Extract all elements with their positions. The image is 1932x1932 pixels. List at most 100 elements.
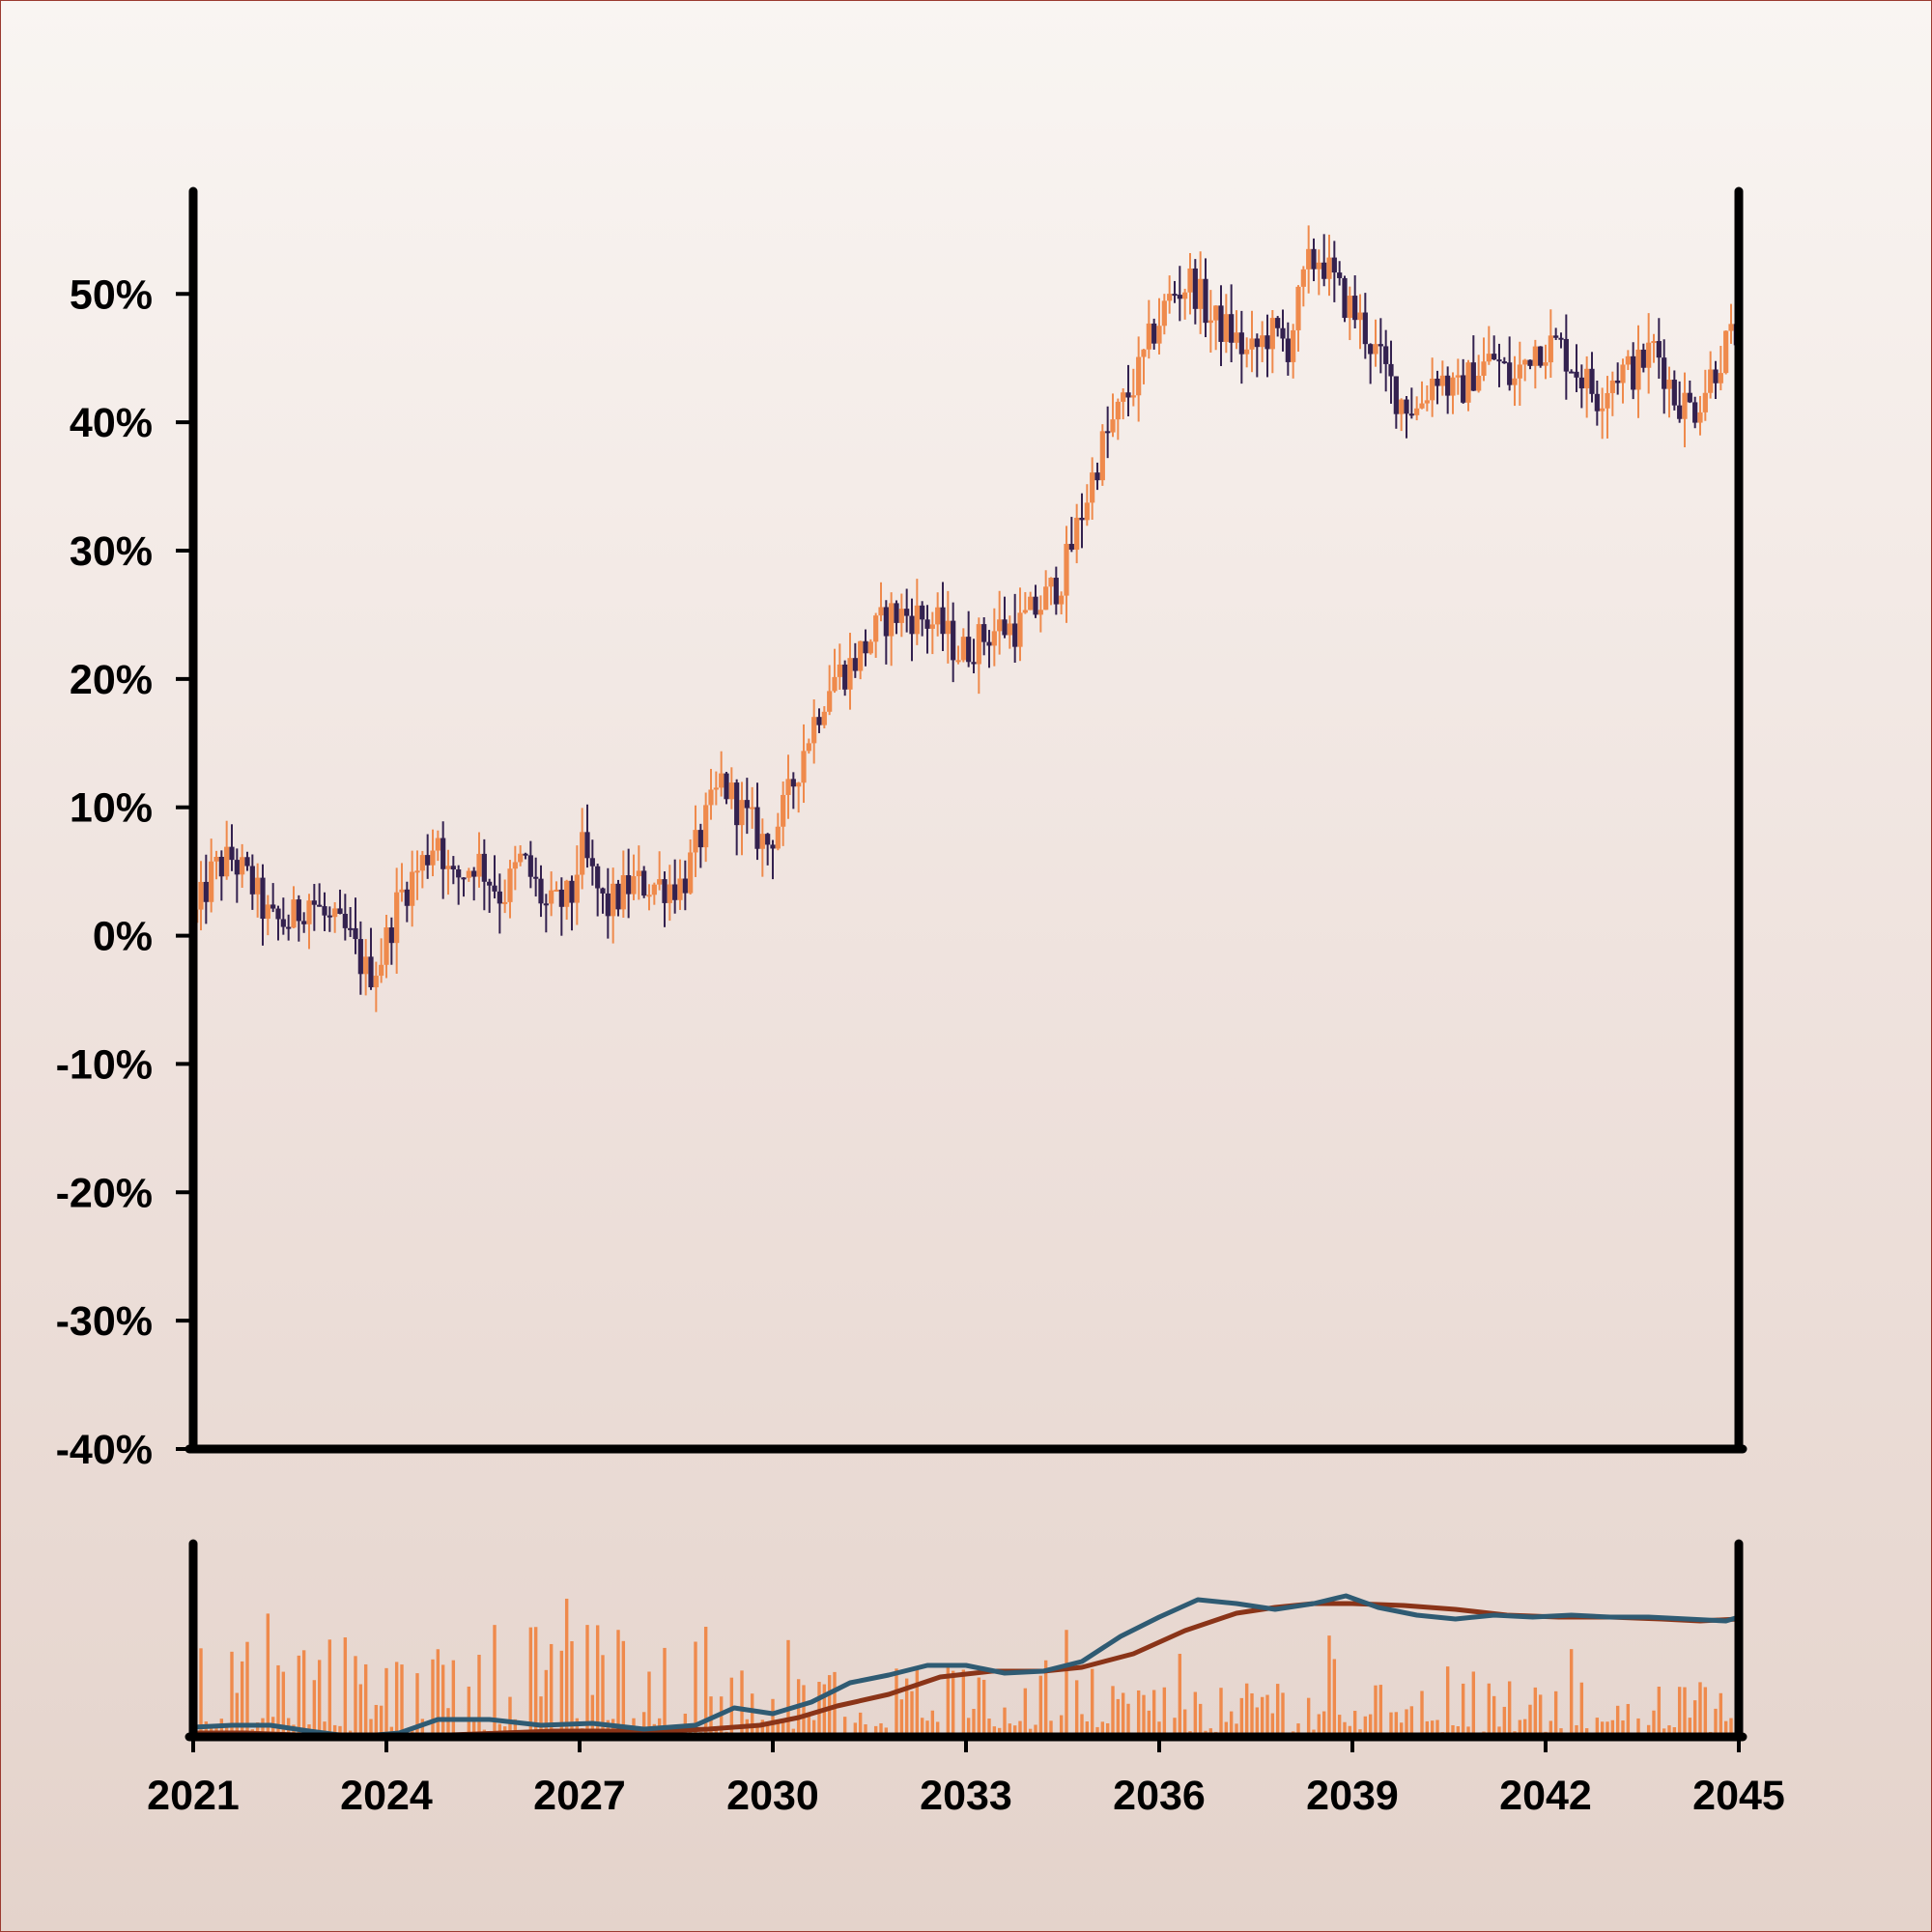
candle-body bbox=[368, 956, 374, 988]
volume-bar bbox=[1136, 1690, 1141, 1737]
candle-body bbox=[518, 853, 524, 863]
volume-bar bbox=[467, 1686, 471, 1737]
candle-body bbox=[218, 856, 224, 877]
volume-bar bbox=[1538, 1694, 1543, 1737]
candle-body bbox=[203, 881, 209, 902]
volume-bar bbox=[1615, 1705, 1620, 1737]
candle-body bbox=[1326, 257, 1332, 279]
volume-bar bbox=[559, 1650, 564, 1737]
candle-body bbox=[672, 884, 678, 900]
candle-body bbox=[914, 605, 920, 635]
candle-body bbox=[440, 838, 446, 869]
candle-body bbox=[430, 850, 436, 866]
candle-body bbox=[611, 883, 616, 917]
volume-bar bbox=[864, 1724, 867, 1737]
candle-body bbox=[1234, 332, 1239, 343]
candle-body bbox=[858, 640, 864, 671]
candle-body bbox=[580, 832, 585, 875]
volume-bar bbox=[1605, 1721, 1609, 1737]
candle-body bbox=[1238, 332, 1244, 355]
volume-bar bbox=[332, 1724, 337, 1737]
candle-body bbox=[703, 805, 709, 848]
volume-bar bbox=[1281, 1692, 1285, 1737]
candle-body bbox=[1646, 342, 1652, 368]
candle-body bbox=[682, 878, 688, 894]
candle-body bbox=[657, 879, 663, 885]
volume-bar bbox=[951, 1670, 955, 1737]
volume-bar bbox=[1579, 1682, 1584, 1737]
candle-body bbox=[889, 603, 895, 637]
candle-body bbox=[574, 874, 580, 903]
candle-body bbox=[306, 900, 312, 924]
volume-bar bbox=[1621, 1720, 1625, 1737]
volume-bar bbox=[1522, 1719, 1527, 1737]
candle-body bbox=[1357, 312, 1363, 321]
volume-bar bbox=[910, 1690, 914, 1737]
volume-bar bbox=[1487, 1683, 1492, 1737]
volume-bar bbox=[961, 1669, 966, 1737]
volume-bar bbox=[1657, 1687, 1662, 1737]
volume-bar bbox=[895, 1668, 898, 1737]
candle-body bbox=[1424, 400, 1430, 404]
y-tick-label: 30% bbox=[70, 528, 153, 575]
candle-body bbox=[837, 664, 842, 677]
volume-bar bbox=[1343, 1721, 1347, 1737]
candle-body bbox=[770, 844, 776, 849]
candle-body bbox=[1223, 314, 1229, 342]
candle-body bbox=[1198, 278, 1204, 309]
candle-body bbox=[924, 619, 930, 629]
candles bbox=[193, 225, 1739, 1012]
volume-bar bbox=[245, 1641, 249, 1737]
candle-body bbox=[1105, 431, 1111, 434]
volume-bar bbox=[1553, 1690, 1558, 1737]
candle-body bbox=[744, 800, 750, 809]
volume-bar bbox=[1332, 1659, 1337, 1737]
volume-bar bbox=[1265, 1694, 1269, 1737]
volume-bar bbox=[1095, 1726, 1099, 1737]
volume-bar bbox=[1698, 1682, 1702, 1737]
volume-bar bbox=[317, 1660, 322, 1737]
volume-bar bbox=[281, 1671, 286, 1737]
candle-body bbox=[213, 856, 219, 862]
volume-bar bbox=[420, 1719, 425, 1737]
volume-bar bbox=[1502, 1706, 1507, 1737]
volume-bar bbox=[394, 1662, 399, 1737]
candle-body bbox=[1419, 403, 1425, 409]
volume-bar bbox=[266, 1613, 270, 1737]
candle-body bbox=[1059, 595, 1065, 605]
candle-body bbox=[1620, 364, 1626, 384]
volume-bar bbox=[1142, 1694, 1146, 1737]
volume-bar bbox=[781, 1722, 785, 1737]
volume-bar bbox=[1394, 1712, 1399, 1737]
candle-body bbox=[904, 609, 910, 616]
candle-body bbox=[1115, 401, 1121, 420]
y-tick-label: 50% bbox=[70, 271, 153, 318]
volume-bar bbox=[327, 1639, 332, 1737]
volume-bar bbox=[415, 1673, 419, 1737]
volume-bar bbox=[904, 1678, 909, 1737]
candle-body bbox=[790, 779, 796, 787]
volume-bar bbox=[1059, 1715, 1064, 1737]
volume-bar bbox=[363, 1663, 368, 1737]
volume-bar bbox=[1065, 1630, 1068, 1737]
volume-bar bbox=[1317, 1714, 1321, 1737]
candle-body bbox=[1172, 294, 1178, 297]
volume-bar bbox=[1575, 1724, 1578, 1737]
volume-bar bbox=[1337, 1715, 1342, 1737]
candle-body bbox=[1033, 596, 1038, 615]
volume-bar bbox=[802, 1685, 806, 1737]
candle-body bbox=[1037, 610, 1043, 615]
candle-body bbox=[651, 884, 657, 895]
candle-body bbox=[894, 603, 899, 623]
candle-body bbox=[1264, 335, 1270, 350]
candle-body bbox=[1291, 329, 1296, 362]
candle-body bbox=[1439, 375, 1445, 386]
candle-body bbox=[785, 779, 791, 795]
candle-body bbox=[662, 879, 668, 903]
candle-body bbox=[734, 782, 740, 826]
candle-body bbox=[1121, 392, 1126, 402]
candle-body bbox=[1666, 380, 1672, 389]
candle-body bbox=[1074, 517, 1080, 551]
volume-bar bbox=[446, 1708, 450, 1737]
volume-bar bbox=[1445, 1666, 1450, 1737]
